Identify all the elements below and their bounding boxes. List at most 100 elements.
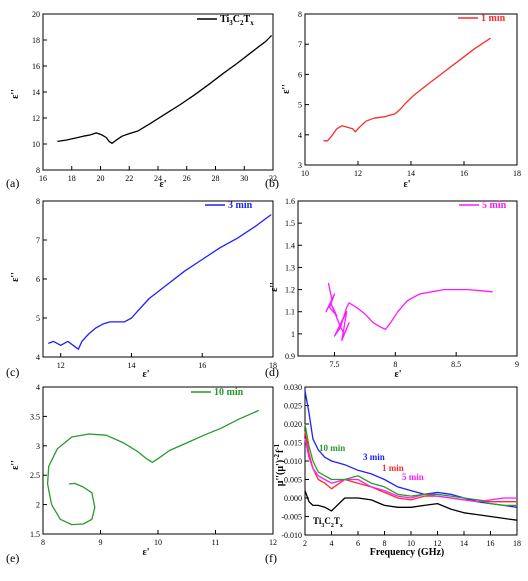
xtick-label-e-3: 11 — [212, 538, 220, 547]
xtick-label-c-0: 12 — [57, 361, 65, 370]
xlabel-a: ε' — [159, 179, 166, 190]
ytick-label-f-3: 0.005 — [284, 476, 302, 485]
ytick-label-d-2: 1.1 — [285, 308, 295, 317]
legend-f: 10 min 3 min 1 min 5 min Ti3C2Tx — [313, 443, 424, 529]
series-line-c-0 — [48, 214, 272, 350]
legend-f-sub2: 2 — [331, 523, 334, 529]
panel-label-d: (d) — [265, 365, 279, 379]
ytick-label-d-0: 0.9 — [285, 352, 295, 361]
legend-a-sub1: 3 — [229, 19, 233, 27]
axis-titles: ε' ε'' ε' ε'' ε' ε'' ε' ε'' ε' ε'' Frequ… — [10, 84, 444, 558]
xtick-label-a-4: 24 — [154, 174, 162, 183]
ylabel-f-part-b: -2 — [273, 454, 281, 460]
ytick-label-d-5: 1.4 — [285, 241, 295, 250]
xtick-label-a-8: 32 — [269, 174, 277, 183]
series-line-f-4 — [304, 423, 517, 507]
panel-f: 2 4 6 8 10 12 14 16 18 -0.010 -0.005 0.000 0.005 0.01… — [281, 383, 521, 548]
xlabel-b: ε' — [403, 179, 410, 190]
xtick-label-a-5: 26 — [183, 174, 191, 183]
ylabel-a: ε'' — [10, 89, 21, 99]
ytick-label-e-1: 2 — [36, 501, 40, 510]
xtick-label-f-2: 6 — [356, 539, 360, 548]
series-line-f-0 — [304, 490, 518, 521]
xtick-label-d-1: 8 — [393, 360, 397, 369]
xtick-label-a-3: 22 — [125, 174, 133, 183]
legend-f-10min: 10 min — [319, 443, 345, 453]
series-line-d-0 — [325, 282, 493, 342]
ytick-label-f-6: 0.020 — [284, 420, 302, 429]
xtick-label-d-3: 9 — [515, 360, 519, 369]
xtick-label-f-4: 10 — [407, 539, 415, 548]
xtick-label-a-6: 28 — [212, 174, 220, 183]
panel-d: 7.5 8 8.5 9 0.9 1 1.1 1.2 1.3 1.4 1.5 1.6 — [285, 197, 519, 369]
legend-d-label: 5 min — [482, 200, 507, 211]
xtick-label-e-0: 8 — [41, 538, 45, 547]
ytick-label-a-3: 14 — [32, 88, 40, 97]
ytick-label-c-2: 6 — [36, 275, 40, 284]
ytick-label-d-6: 1.5 — [285, 219, 295, 228]
ytick-label-e-0: 1.5 — [30, 530, 40, 539]
legend-c-label: 3 min — [228, 200, 253, 211]
ylabel-e: ε'' — [10, 460, 21, 470]
ytick-label-c-3: 7 — [36, 236, 40, 245]
xtick-label-f-3: 8 — [383, 539, 387, 548]
ytick-label-c-0: 4 — [36, 353, 40, 362]
ytick-label-f-0: -0.010 — [281, 531, 302, 540]
xtick-label-f-8: 18 — [513, 539, 521, 548]
legend-e: 10 min — [191, 387, 244, 398]
xtick-label-c-2: 16 — [198, 361, 206, 370]
ytick-label-b-5: 8 — [298, 10, 302, 19]
ytick-label-d-4: 1.3 — [285, 263, 295, 272]
ytick-label-a-0: 8 — [36, 166, 40, 175]
xtick-label-a-1: 18 — [68, 174, 76, 183]
ylabel-d: ε'' — [269, 282, 280, 292]
ylabel-f-part-d: -1 — [273, 443, 281, 449]
ytick-label-a-6: 20 — [32, 10, 40, 19]
xtick-label-b-3: 16 — [460, 169, 468, 178]
xtick-label-f-1: 4 — [330, 539, 334, 548]
legend-f-5min: 5 min — [402, 472, 424, 482]
xtick-label-a-7: 30 — [240, 174, 248, 183]
xtick-label-a-0: 16 — [39, 174, 47, 183]
legend-e-label: 10 min — [214, 387, 244, 398]
panel-labels: (a) (b) (c) (d) (e) (f) — [6, 176, 279, 565]
series-line-b-0 — [323, 37, 491, 142]
series-line-f-3 — [304, 438, 517, 503]
legend-f-c: C — [324, 516, 331, 526]
xtick-label-f-0: 2 — [303, 539, 307, 548]
ytick-label-e-5: 4 — [36, 383, 40, 392]
legend-f-ti3c2tx: Ti3C2Tx — [313, 516, 343, 529]
plot-frame-d — [297, 200, 518, 357]
xtick-label-c-3: 18 — [269, 361, 277, 370]
ytick-label-d-7: 1.6 — [285, 197, 295, 206]
xtick-label-e-4: 12 — [269, 538, 277, 547]
legend-f-sub1: 3 — [321, 523, 324, 529]
ytick-label-e-4: 3.5 — [30, 412, 40, 421]
ytick-label-b-3: 6 — [298, 70, 302, 79]
panel-label-c: (c) — [6, 365, 19, 379]
legend-a-t: T — [244, 14, 251, 25]
panel-label-a: (a) — [6, 176, 19, 190]
ytick-label-d-3: 1.2 — [285, 286, 295, 295]
xtick-label-c-1: 14 — [127, 361, 135, 370]
xtick-label-b-4: 18 — [513, 169, 521, 178]
series-line-e-0 — [46, 409, 259, 526]
ytick-label-a-1: 10 — [32, 140, 40, 149]
legend-b-label: 1 min — [481, 13, 506, 24]
legend-a-label: Ti3C2Tx — [220, 14, 254, 27]
xlabel-f: Frequency (GHz) — [370, 547, 445, 558]
legend-a-ti: Ti — [220, 14, 229, 25]
legend-d: 5 min — [459, 200, 507, 211]
ytick-label-f-8: 0.030 — [284, 383, 302, 392]
legend-a-c: C — [233, 14, 240, 25]
xtick-label-f-7: 16 — [487, 539, 495, 548]
xtick-label-b-1: 12 — [354, 169, 362, 178]
panel-c: 12 14 16 18 4 5 6 7 8 — [36, 197, 277, 370]
panel-b: 10 12 14 16 18 3 4 5 6 7 8 — [298, 10, 521, 178]
ytick-label-c-1: 5 — [36, 314, 40, 323]
panel-label-e: (e) — [6, 551, 19, 565]
